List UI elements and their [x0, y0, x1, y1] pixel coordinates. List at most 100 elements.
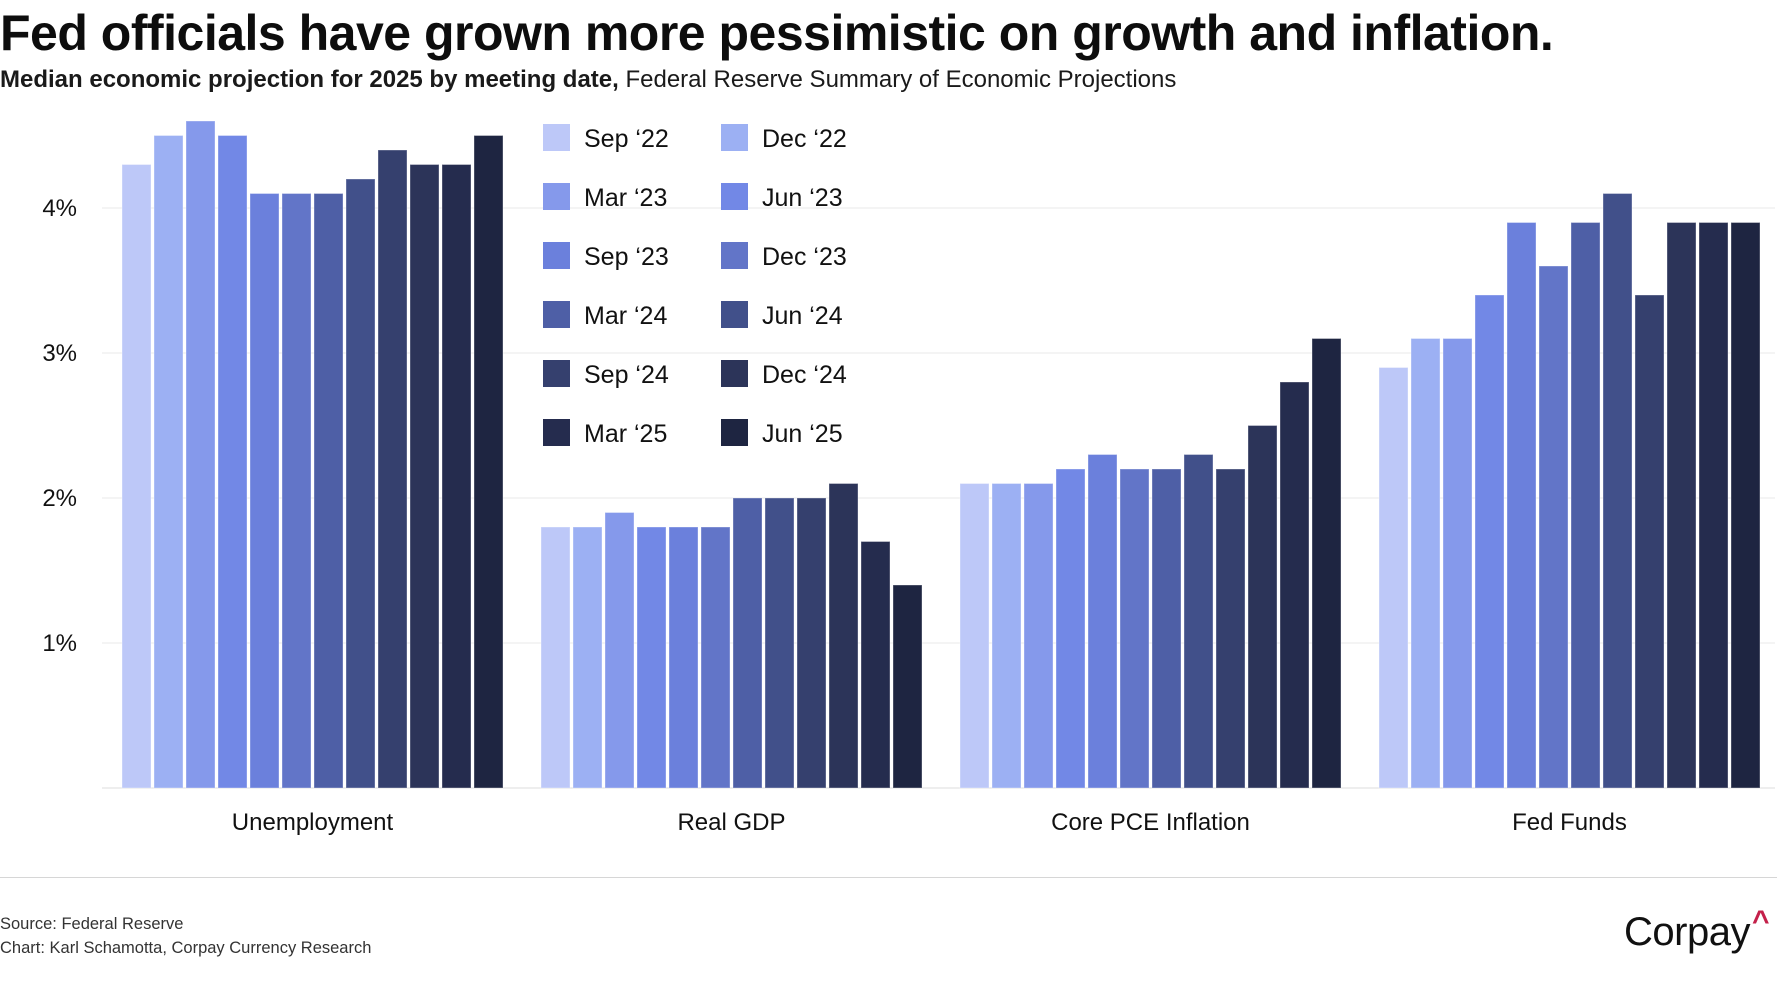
bar: [1442, 338, 1473, 789]
legend-label: Dec ‘24: [762, 361, 847, 389]
bar: [473, 135, 504, 789]
legend-item: Sep ‘24: [543, 360, 669, 389]
bar: [1023, 483, 1054, 789]
bar: [828, 483, 859, 789]
chart-title: Fed officials have grown more pessimisti…: [0, 5, 1554, 61]
bar: [1666, 222, 1697, 789]
bar: [1087, 454, 1118, 789]
bar-chart: 1% 2% 3% 4% Unemployment Real GDP Core PCE In…: [42, 120, 1775, 836]
bar: [153, 135, 184, 789]
legend-swatch: [543, 183, 570, 210]
bar: [1506, 222, 1537, 789]
legend-label: Sep ‘23: [584, 243, 669, 271]
legend-item: Sep ‘22: [543, 124, 669, 153]
legend-label: Jun ‘24: [762, 302, 843, 330]
bar: [1183, 454, 1214, 789]
legend-swatch: [721, 419, 748, 446]
legend-swatch: [721, 242, 748, 269]
bar: [959, 483, 990, 789]
legend-label: Dec ‘23: [762, 243, 847, 271]
bar: [313, 193, 344, 789]
y-tick-label: 1%: [42, 630, 77, 657]
bar: [860, 541, 891, 789]
bar: [409, 164, 440, 789]
y-tick-label: 4%: [42, 195, 77, 222]
x-category-label: Real GDP: [677, 809, 785, 836]
legend-swatch: [721, 301, 748, 328]
legend-item: Mar ‘25: [543, 419, 667, 448]
logo-wordmark: Corpay: [1624, 910, 1750, 954]
legend-item: Dec ‘23: [721, 242, 847, 271]
bar: [1570, 222, 1601, 789]
footer-divider: [0, 877, 1777, 878]
bar: [892, 584, 923, 789]
bar: [1247, 425, 1278, 789]
bar: [1410, 338, 1441, 789]
bar-group-fed-funds: [1378, 193, 1761, 789]
legend: Sep ‘22 Dec ‘22 Mar ‘23 Jun ‘23 Sep ‘23 Dec ‘…: [543, 124, 847, 448]
bar: [185, 120, 216, 789]
bar-group-core-pce-inflation: [959, 338, 1342, 789]
legend-label: Sep ‘24: [584, 361, 669, 389]
corpay-logo: Corpay^: [1624, 905, 1769, 955]
x-axis: Unemployment Real GDP Core PCE Inflation Fe…: [232, 809, 1627, 836]
bar: [217, 135, 248, 789]
bar: [764, 497, 795, 789]
bar: [1698, 222, 1729, 789]
legend-swatch: [543, 301, 570, 328]
legend-swatch: [543, 360, 570, 387]
legend-label: Mar ‘23: [584, 184, 667, 212]
bar: [1215, 468, 1246, 789]
x-category-label: Core PCE Inflation: [1051, 809, 1250, 836]
y-tick-label: 2%: [42, 485, 77, 512]
legend-item: Dec ‘24: [721, 360, 847, 389]
bar: [1378, 367, 1409, 789]
bar-group-unemployment: [121, 120, 504, 789]
legend-label: Dec ‘22: [762, 125, 847, 153]
source-note: Source: Federal Reserve Chart: Karl Scha…: [0, 912, 371, 960]
bar: [572, 526, 603, 789]
bar: [249, 193, 280, 789]
bar: [1119, 468, 1150, 789]
x-category-label: Unemployment: [232, 809, 394, 836]
source-text: Source: Federal Reserve: [0, 915, 184, 933]
legend-swatch: [543, 419, 570, 446]
bar: [991, 483, 1022, 789]
bar: [121, 164, 152, 789]
bar: [1538, 265, 1569, 789]
subtitle-regular: Federal Reserve Summary of Economic Proj…: [618, 66, 1177, 93]
bar: [700, 526, 731, 789]
bar: [1055, 468, 1086, 789]
legend-swatch: [721, 360, 748, 387]
legend-label: Mar ‘24: [584, 302, 667, 330]
logo-caret-icon: ^: [1751, 905, 1770, 938]
credit-text: Chart: Karl Schamotta, Corpay Currency R…: [0, 939, 372, 957]
legend-label: Jun ‘25: [762, 420, 843, 448]
bar: [281, 193, 312, 789]
bar: [345, 178, 376, 789]
bar: [1602, 193, 1633, 789]
subtitle-strong: Median economic projection for 2025 by m…: [0, 66, 619, 93]
bar: [1279, 381, 1310, 789]
legend-item: Mar ‘23: [543, 183, 667, 212]
bar-group-real-gdp: [540, 483, 923, 789]
bar: [604, 512, 635, 789]
bar: [1151, 468, 1182, 789]
chart-subtitle: Median economic projection for 2025 by m…: [0, 66, 1176, 94]
bar: [796, 497, 827, 789]
legend-swatch: [543, 242, 570, 269]
bar: [1311, 338, 1342, 789]
bar: [1730, 222, 1761, 789]
legend-swatch: [543, 124, 570, 151]
y-tick-label: 3%: [42, 340, 77, 367]
bar: [1634, 294, 1665, 789]
legend-item: Sep ‘23: [543, 242, 669, 271]
legend-swatch: [721, 183, 748, 210]
y-axis: 1% 2% 3% 4%: [42, 195, 77, 657]
legend-item: Jun ‘25: [721, 419, 843, 448]
legend-label: Jun ‘23: [762, 184, 843, 212]
bar: [636, 526, 667, 789]
legend-swatch: [721, 124, 748, 151]
bar: [1474, 294, 1505, 789]
bar: [540, 526, 571, 789]
